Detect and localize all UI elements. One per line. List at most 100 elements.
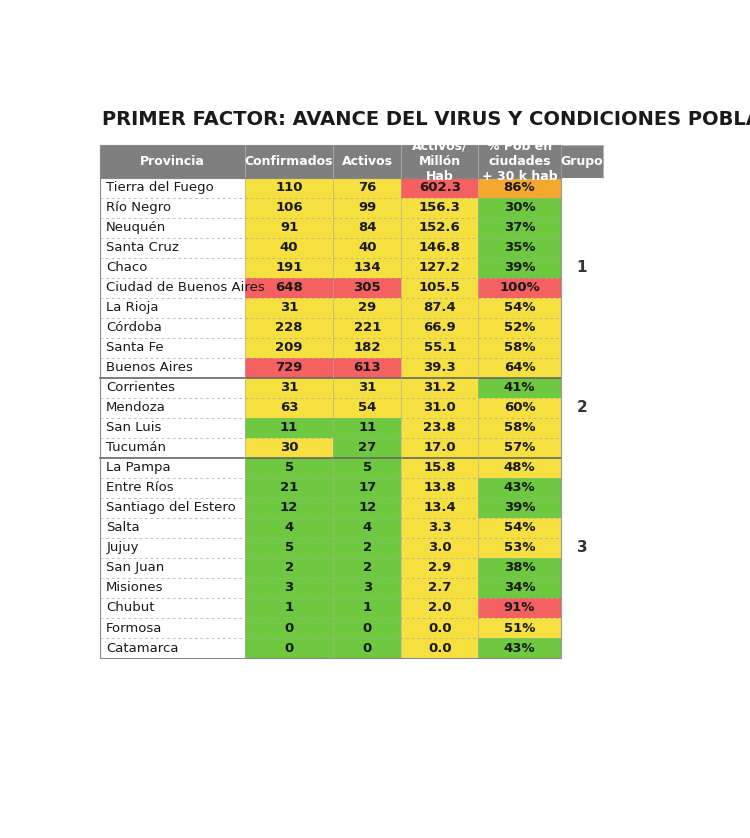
Text: 91%: 91% bbox=[504, 602, 536, 614]
Bar bbox=[333, 558, 401, 578]
Text: Santa Cruz: Santa Cruz bbox=[106, 241, 179, 254]
Text: Tierra del Fuego: Tierra del Fuego bbox=[106, 181, 214, 194]
Text: 29: 29 bbox=[358, 301, 376, 314]
Text: 182: 182 bbox=[353, 341, 381, 354]
Bar bbox=[100, 358, 245, 378]
Text: 38%: 38% bbox=[504, 561, 536, 575]
Text: 13.8: 13.8 bbox=[424, 481, 456, 494]
Bar bbox=[333, 277, 401, 297]
Text: 58%: 58% bbox=[504, 341, 536, 354]
Text: 134: 134 bbox=[353, 261, 381, 274]
Text: Activos: Activos bbox=[342, 155, 393, 168]
Bar bbox=[100, 238, 245, 257]
Bar bbox=[245, 358, 333, 378]
Text: 0: 0 bbox=[284, 642, 294, 654]
Text: 60%: 60% bbox=[504, 401, 536, 414]
Bar bbox=[561, 338, 604, 358]
Text: 2.7: 2.7 bbox=[428, 582, 451, 594]
Bar bbox=[561, 257, 604, 277]
Text: Grupo: Grupo bbox=[561, 155, 603, 168]
Text: 63: 63 bbox=[280, 401, 298, 414]
Text: 2.0: 2.0 bbox=[428, 602, 451, 614]
Bar bbox=[245, 297, 333, 318]
Bar bbox=[100, 378, 245, 398]
Bar bbox=[333, 358, 401, 378]
Text: 55.1: 55.1 bbox=[424, 341, 456, 354]
Bar bbox=[245, 338, 333, 358]
Bar bbox=[401, 178, 478, 198]
Bar bbox=[561, 638, 604, 658]
Bar bbox=[561, 578, 604, 598]
Bar bbox=[100, 418, 245, 437]
Bar bbox=[401, 198, 478, 218]
Bar bbox=[478, 178, 561, 198]
Bar bbox=[245, 257, 333, 277]
Text: Salta: Salta bbox=[106, 521, 140, 535]
Bar bbox=[245, 198, 333, 218]
Bar bbox=[245, 638, 333, 658]
Bar bbox=[478, 378, 561, 398]
Bar bbox=[100, 498, 245, 518]
Bar bbox=[401, 297, 478, 318]
Bar bbox=[561, 238, 604, 257]
Bar bbox=[245, 378, 333, 398]
Bar bbox=[333, 618, 401, 638]
Text: Catamarca: Catamarca bbox=[106, 642, 178, 654]
Text: 2: 2 bbox=[577, 401, 587, 416]
Bar bbox=[478, 638, 561, 658]
Text: 3: 3 bbox=[284, 582, 294, 594]
Text: 91: 91 bbox=[280, 221, 298, 234]
Text: 4: 4 bbox=[284, 521, 294, 535]
Bar bbox=[333, 538, 401, 558]
Bar bbox=[245, 618, 333, 638]
Bar bbox=[401, 558, 478, 578]
Text: 31: 31 bbox=[280, 301, 298, 314]
Bar bbox=[401, 498, 478, 518]
Bar bbox=[333, 398, 401, 418]
Bar bbox=[561, 378, 604, 398]
Bar bbox=[245, 145, 333, 178]
Text: 0: 0 bbox=[363, 622, 372, 634]
Bar bbox=[333, 418, 401, 437]
Bar bbox=[100, 618, 245, 638]
Bar bbox=[100, 318, 245, 338]
Text: 66.9: 66.9 bbox=[424, 321, 456, 334]
Bar bbox=[561, 498, 604, 518]
Bar bbox=[478, 198, 561, 218]
Text: 1: 1 bbox=[577, 260, 587, 275]
Bar bbox=[100, 598, 245, 618]
Text: 57%: 57% bbox=[504, 442, 536, 454]
Text: 31: 31 bbox=[280, 381, 298, 394]
Bar bbox=[100, 257, 245, 277]
Text: 27: 27 bbox=[358, 442, 376, 454]
Bar bbox=[478, 418, 561, 437]
Bar bbox=[100, 145, 245, 178]
Text: 86%: 86% bbox=[504, 181, 536, 194]
Bar bbox=[478, 518, 561, 538]
Text: 39.3: 39.3 bbox=[424, 361, 456, 375]
Bar bbox=[561, 418, 604, 437]
Text: 12: 12 bbox=[280, 501, 298, 515]
Text: 1: 1 bbox=[284, 602, 294, 614]
Bar bbox=[100, 338, 245, 358]
Bar bbox=[478, 277, 561, 297]
Bar bbox=[333, 638, 401, 658]
Bar bbox=[100, 398, 245, 418]
Text: 53%: 53% bbox=[504, 541, 536, 555]
Bar bbox=[333, 257, 401, 277]
Text: 0: 0 bbox=[284, 622, 294, 634]
Text: 305: 305 bbox=[353, 282, 381, 294]
Bar bbox=[245, 178, 333, 198]
Text: 31.2: 31.2 bbox=[424, 381, 456, 394]
Text: 58%: 58% bbox=[504, 422, 536, 434]
Text: 3.3: 3.3 bbox=[428, 521, 451, 535]
Text: 5: 5 bbox=[363, 462, 372, 474]
Text: 48%: 48% bbox=[504, 462, 536, 474]
Bar bbox=[245, 498, 333, 518]
Text: 43%: 43% bbox=[504, 481, 536, 494]
Bar bbox=[245, 518, 333, 538]
Text: 84: 84 bbox=[358, 221, 376, 234]
Text: 54%: 54% bbox=[504, 521, 536, 535]
Bar bbox=[245, 277, 333, 297]
Text: Entre Ríos: Entre Ríos bbox=[106, 481, 174, 494]
